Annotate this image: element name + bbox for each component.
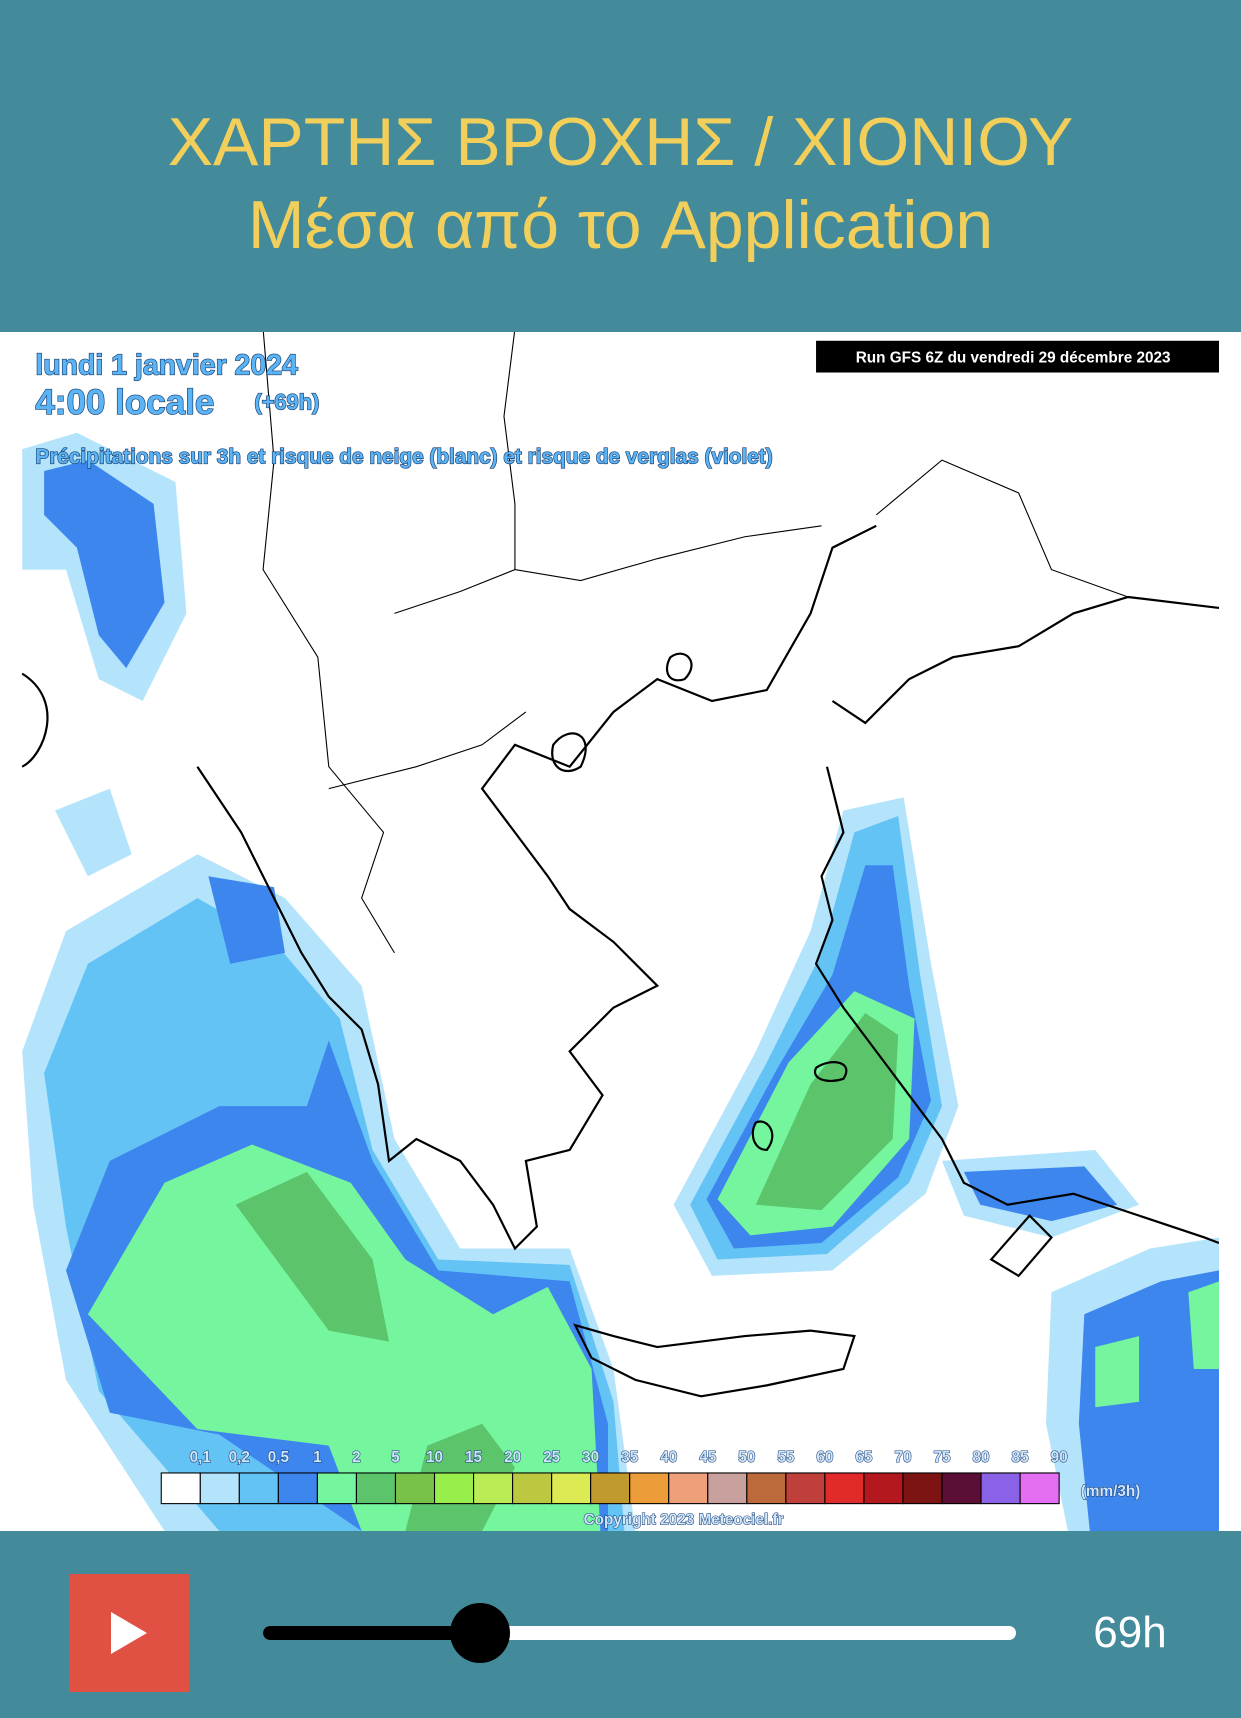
legend-swatch <box>980 1472 1021 1505</box>
legend-swatch <box>629 1472 670 1505</box>
copyright: Copyright 2023 Meteociel.fr <box>584 1511 784 1528</box>
legend-label: 60 <box>816 1449 833 1466</box>
legend-swatch <box>941 1472 982 1505</box>
run-info: Run GFS 6Z du vendredi 29 décembre 2023 <box>856 350 1171 367</box>
map-canvas: lundi 1 janvier 2024 4:00 locale (+69h) … <box>20 332 1219 1531</box>
legend-unit: (mm/3h) <box>1081 1483 1141 1500</box>
legend: 0,1 0,2 0,5 1 2 5 10 15 20 25 30 35 40 45 50 55 60 65 70 75… <box>160 1448 1068 1505</box>
legend-label: 80 <box>973 1449 990 1466</box>
legend-label: 2 <box>352 1449 361 1466</box>
time-label: 69h <box>1093 1608 1167 1657</box>
map-offset: (+69h) <box>254 390 319 415</box>
slider-knob[interactable] <box>450 1603 510 1663</box>
subtitle: Μέσα από το Application <box>247 187 994 263</box>
legend-swatch <box>551 1472 592 1505</box>
borders <box>262 332 1129 954</box>
title: ΧΑΡΤΗΣ ΒΡΟΧΗΣ / ΧΙΟΝΙΟΥ <box>167 104 1074 180</box>
legend-label: 0,2 <box>229 1449 250 1466</box>
precipitation-areas <box>22 432 1219 1531</box>
legend-label: 40 <box>660 1449 677 1466</box>
legend-swatch <box>785 1472 826 1505</box>
legend-label: 30 <box>582 1449 599 1466</box>
legend-swatch <box>590 1472 631 1505</box>
map-description: Précipitations sur 3h et risque de neige… <box>35 445 772 468</box>
legend-label: 65 <box>855 1449 873 1466</box>
run-box <box>816 340 1219 373</box>
time-slider[interactable] <box>263 1626 1016 1640</box>
legend-swatch <box>473 1472 514 1505</box>
legend-label: 50 <box>738 1449 755 1466</box>
legend-label: 75 <box>933 1449 951 1466</box>
legend-swatch <box>1019 1472 1060 1505</box>
legend-label: 85 <box>1012 1449 1030 1466</box>
legend-label: 90 <box>1051 1449 1068 1466</box>
legend-label: 1 <box>313 1449 322 1466</box>
map-time: 4:00 locale <box>35 383 214 422</box>
slider-progress <box>263 1626 479 1640</box>
legend-swatch <box>199 1472 240 1505</box>
legend-swatch <box>863 1472 904 1505</box>
legend-label: 10 <box>426 1449 443 1466</box>
legend-swatch <box>902 1472 943 1505</box>
legend-swatch <box>824 1472 865 1505</box>
legend-swatch <box>160 1472 201 1505</box>
legend-swatch <box>746 1472 787 1505</box>
legend-swatch <box>355 1472 397 1505</box>
legend-swatch <box>316 1472 357 1505</box>
legend-label: 5 <box>391 1449 400 1466</box>
legend-swatch <box>707 1472 748 1505</box>
legend-label: 45 <box>699 1449 717 1466</box>
legend-swatch <box>238 1472 279 1505</box>
play-button[interactable] <box>69 1574 189 1692</box>
play-icon <box>111 1612 147 1654</box>
legend-label: 25 <box>543 1449 561 1466</box>
legend-swatch <box>668 1472 709 1505</box>
legend-label: 0,5 <box>268 1449 290 1466</box>
legend-swatch <box>512 1472 553 1505</box>
legend-label: 0,1 <box>190 1449 212 1466</box>
legend-swatch <box>394 1472 436 1505</box>
legend-label: 55 <box>777 1449 795 1466</box>
legend-swatch <box>277 1472 318 1505</box>
map-date: lundi 1 janvier 2024 <box>35 350 298 382</box>
header: ΧΑΡΤΗΣ ΒΡΟΧΗΣ / ΧΙΟΝΙΟΥ Μέσα από το Appl… <box>0 0 1241 332</box>
precipitation-map: lundi 1 janvier 2024 4:00 locale (+69h) … <box>0 332 1241 1531</box>
legend-swatch <box>433 1472 475 1505</box>
legend-label: 15 <box>465 1449 483 1466</box>
legend-label: 20 <box>504 1449 521 1466</box>
legend-label: 35 <box>621 1449 639 1466</box>
player-controls: 69h <box>0 1531 1241 1718</box>
coastlines <box>21 524 1219 1398</box>
legend-label: 70 <box>894 1449 911 1466</box>
